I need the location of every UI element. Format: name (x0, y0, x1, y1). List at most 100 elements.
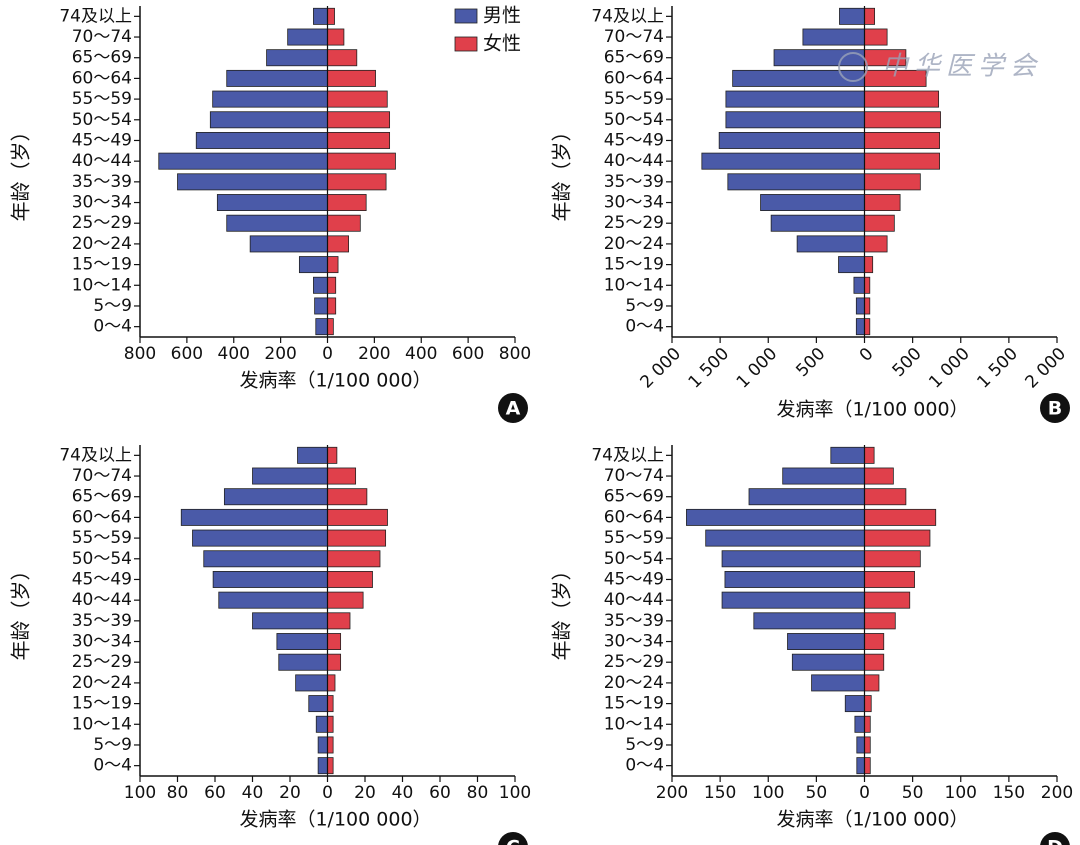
y-tick-label: 0～4 (625, 317, 664, 337)
x-tick-label: 100 (499, 783, 531, 803)
bar (218, 591, 328, 609)
y-tick-label: 50～54 (604, 110, 664, 130)
bar (839, 7, 865, 25)
y-tick-label: 65～69 (604, 48, 664, 68)
bar (864, 591, 911, 609)
bar (192, 529, 328, 547)
bar (252, 467, 328, 485)
bar (864, 214, 895, 232)
x-tick-label: 600 (171, 344, 203, 364)
bar (327, 152, 396, 170)
y-tick-label: 70～74 (72, 27, 132, 47)
bar (317, 736, 328, 754)
bar (864, 488, 907, 506)
y-tick-label: 0～4 (625, 756, 664, 776)
y-tick-label: 20～24 (604, 673, 664, 693)
y-tick-label: 70～74 (72, 466, 132, 486)
x-tick-label: 400 (405, 344, 437, 364)
bar (327, 28, 345, 46)
y-tick-label: 30～34 (604, 193, 664, 213)
x-tick-label: 200 (1041, 783, 1073, 803)
x-tick-label: 20 (279, 783, 301, 803)
y-tick-label: 0～4 (93, 756, 132, 776)
legend-label: 女性 (483, 33, 521, 55)
x-tick-label: 2 000 (637, 344, 686, 393)
bar (216, 194, 328, 211)
bar (855, 297, 865, 315)
y-tick-label: 70～74 (604, 466, 664, 486)
y-tick-label: 10～14 (604, 714, 664, 734)
bar (864, 7, 876, 25)
bar (327, 736, 334, 754)
x-tick-label: 50 (902, 783, 924, 803)
watermark: 中华医学会 (882, 52, 1042, 82)
bar (811, 674, 865, 692)
y-tick-label: 40～44 (72, 590, 132, 610)
y-tick-label: 5～9 (625, 296, 664, 316)
panel-letter: B (1048, 398, 1062, 420)
y-tick-label: 40～44 (72, 151, 132, 171)
y-tick-label: 15～19 (604, 694, 664, 714)
bar (864, 152, 940, 170)
bar (773, 49, 865, 67)
bar (770, 214, 865, 232)
bar (327, 111, 391, 129)
y-tick-label: 65～69 (72, 48, 132, 68)
y-tick-label: 60～64 (72, 507, 132, 527)
bar (177, 173, 328, 191)
y-tick-label: 74及以上 (591, 445, 664, 465)
x-tick-label: 40 (392, 783, 414, 803)
bar (308, 695, 328, 713)
y-tick-label: 60～64 (72, 68, 132, 88)
bar (226, 69, 328, 87)
bar (725, 111, 865, 129)
bar (727, 173, 865, 191)
bar (327, 49, 358, 67)
y-tick-label: 25～29 (604, 213, 664, 233)
panel-letter: A (506, 398, 521, 420)
watermark-logo (838, 52, 868, 82)
y-tick-label: 55～59 (604, 528, 664, 548)
x-tick-label: 50 (806, 783, 828, 803)
bar (327, 571, 373, 588)
bar (327, 488, 368, 506)
bar (295, 674, 328, 692)
x-tick-label: 0 (859, 783, 870, 803)
y-tick-label: 74及以上 (591, 6, 664, 26)
bar (787, 633, 865, 650)
x-axis-label: 发病率（1/100 000） (239, 809, 431, 831)
bar (327, 235, 349, 253)
bar (276, 633, 328, 650)
bar (298, 256, 328, 274)
x-tick-label: 0 (322, 783, 333, 803)
panel-letter: D (1047, 837, 1063, 845)
bar (327, 529, 387, 547)
bar (760, 194, 865, 211)
bar (753, 612, 865, 630)
y-tick-label: 55～59 (72, 89, 132, 109)
panel-letter: C (506, 837, 520, 845)
bar (864, 132, 940, 149)
y-tick-label: 10～14 (604, 275, 664, 295)
bar (864, 674, 880, 692)
bar (249, 235, 328, 253)
x-tick-label: 2 000 (1022, 344, 1071, 393)
bar (864, 736, 871, 754)
bar (796, 235, 865, 253)
x-tick-label: 150 (704, 783, 736, 803)
bar (864, 111, 941, 129)
y-tick-label: 0～4 (93, 317, 132, 337)
y-axis-label: 年龄（岁） (9, 122, 33, 222)
panel-badge (1040, 393, 1070, 423)
bar (278, 653, 328, 671)
y-tick-label: 20～24 (72, 673, 132, 693)
bar (838, 256, 865, 274)
y-tick-label: 50～54 (72, 549, 132, 569)
y-tick-label: 45～49 (72, 569, 132, 589)
bar (327, 467, 357, 485)
bar (297, 446, 328, 464)
bar (327, 612, 351, 630)
bar (705, 529, 865, 547)
legend-label: 男性 (483, 5, 521, 27)
y-tick-label: 74及以上 (59, 445, 132, 465)
